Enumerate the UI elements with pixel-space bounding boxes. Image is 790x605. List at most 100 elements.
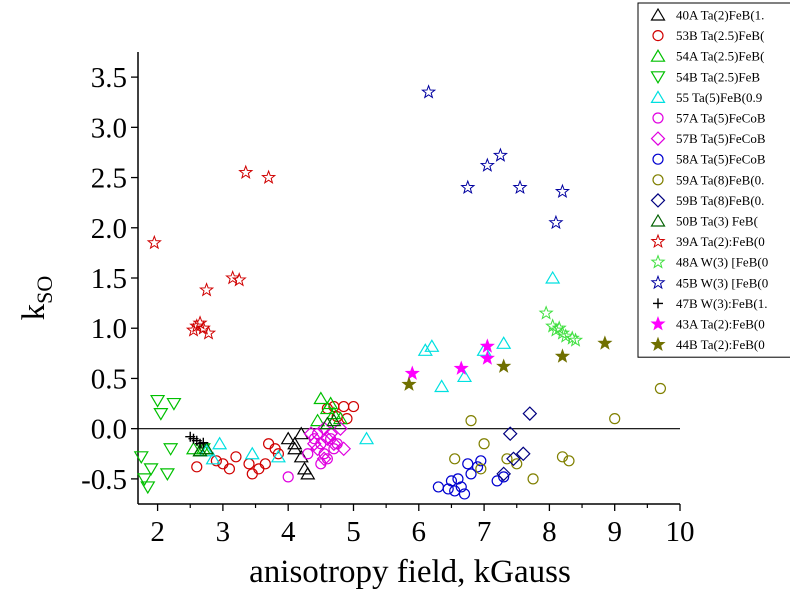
data-point: [545, 270, 561, 284]
data-point: [200, 325, 217, 340]
data-point: [246, 468, 258, 480]
x-tick-label: 9: [607, 516, 622, 548]
data-point: [163, 443, 179, 456]
legend-label: 48A W(3) [FeB(0: [676, 255, 768, 270]
data-point: [502, 426, 518, 442]
data-point: [496, 466, 512, 482]
x-tick-label: 3: [216, 516, 231, 548]
series-14: [421, 84, 571, 230]
data-point: [270, 449, 286, 463]
data-point: [212, 436, 228, 450]
data-point: [332, 411, 348, 425]
data-point: [609, 413, 621, 425]
data-point: [199, 441, 215, 455]
legend-marker: [652, 174, 664, 186]
legend-item: 53B Ta(2.5)FeB(: [652, 28, 764, 43]
data-point: [210, 455, 222, 467]
legend-marker: [652, 112, 664, 124]
data-point: [479, 338, 495, 353]
legend-label: 57A Ta(5)FeCoB: [676, 111, 766, 126]
y-tick-label: 0.0: [91, 414, 127, 446]
data-point: [338, 400, 350, 413]
data-point: [654, 382, 667, 395]
data-point: [417, 343, 433, 356]
data-point: [347, 400, 360, 413]
plot-area: [137, 52, 680, 505]
data-point: [159, 468, 175, 482]
data-point: [287, 436, 303, 450]
y-tick-label: 2.5: [91, 163, 127, 195]
series-4: [133, 394, 211, 495]
data-point: [320, 431, 335, 447]
series-15: [185, 431, 209, 449]
data-point: [326, 436, 342, 452]
data-point: [244, 446, 260, 460]
data-point: [253, 463, 265, 475]
y-tick-label: 3.5: [91, 62, 127, 94]
x-tick-label: 6: [412, 516, 427, 548]
data-point: [558, 328, 574, 343]
data-point: [336, 441, 352, 457]
data-point: [496, 336, 512, 349]
y-tick-label: 2.0: [91, 213, 127, 245]
data-points: [133, 84, 667, 500]
legend-marker: [650, 274, 666, 290]
legend-label: 50B Ta(3) FeB(: [676, 214, 758, 229]
y-tick-label: 3.0: [91, 112, 127, 144]
data-point: [479, 157, 495, 172]
data-point: [527, 473, 539, 485]
data-point: [462, 458, 474, 470]
series-1: [280, 426, 316, 480]
series-13: [538, 305, 584, 347]
y-tick-label: -0.5: [81, 464, 127, 496]
x-tick-label: 10: [666, 516, 695, 548]
series-16: [404, 338, 495, 380]
data-point: [272, 448, 284, 460]
legend-label: 45B W(3) [FeB(0: [676, 275, 768, 290]
legend-label: 39A Ta(2):FeB(0: [676, 234, 765, 249]
y-axis-title: kSO: [16, 276, 57, 321]
legend-marker: [650, 49, 666, 62]
legend-label: 59A Ta(8)FeB(0.: [676, 172, 764, 187]
data-point: [296, 461, 313, 475]
data-point: [326, 406, 342, 420]
data-point: [548, 322, 564, 337]
legend-item: 50B Ta(3) FeB(: [650, 214, 758, 229]
x-tick-label: 2: [150, 516, 165, 548]
y-axis: -0.5 0.0 0.5 1.0 1.5 2.0 2.5 3.0 3.5: [81, 62, 138, 496]
series-5: [199, 270, 561, 465]
legend-label: 53B Ta(2.5)FeB(: [676, 28, 764, 43]
data-point: [223, 463, 236, 475]
legend-label: 54A Ta(2.5)FeB(: [676, 49, 764, 64]
data-point: [300, 466, 316, 480]
series-10: [496, 406, 538, 482]
legend-marker: [650, 71, 666, 84]
data-point: [475, 463, 487, 475]
legend: 40A Ta(2)FeB(1. 53B Ta(2.5)FeB(54A Ta(2.5…: [637, 2, 790, 358]
y-axis-title-main: k: [16, 303, 52, 320]
legend-item: 44B Ta(2):FeB(0: [650, 336, 765, 352]
data-point: [310, 413, 326, 427]
data-point: [293, 449, 309, 463]
data-point: [476, 343, 492, 356]
data-point: [465, 468, 477, 480]
data-point: [567, 332, 584, 347]
data-point: [185, 322, 202, 337]
data-point: [313, 391, 329, 405]
legend-item: 54B Ta(2.5)FeB: [650, 69, 760, 84]
y-tick-label: 1.0: [91, 313, 127, 345]
legend-label: 43A Ta(2):FeB(0: [676, 317, 765, 332]
x-axis: 2 3 4 5 6 7 8 9 10: [150, 504, 695, 548]
legend-item: 45B W(3) [FeB(0: [650, 274, 768, 290]
legend-item: 54A Ta(2.5)FeB(: [650, 49, 764, 64]
legend-label: 59B Ta(8)FeB(0.: [676, 193, 764, 208]
data-point: [511, 458, 523, 470]
y-axis-title-subscript: SO: [32, 276, 57, 304]
data-point: [491, 475, 503, 487]
data-point: [319, 416, 335, 430]
data-point: [479, 350, 495, 365]
data-point: [434, 379, 450, 393]
legend-label: 47B W(3):FeB(1.: [676, 296, 767, 311]
legend-label: 44B Ta(2):FeB(0: [676, 337, 765, 352]
legend-marker: [650, 316, 666, 331]
